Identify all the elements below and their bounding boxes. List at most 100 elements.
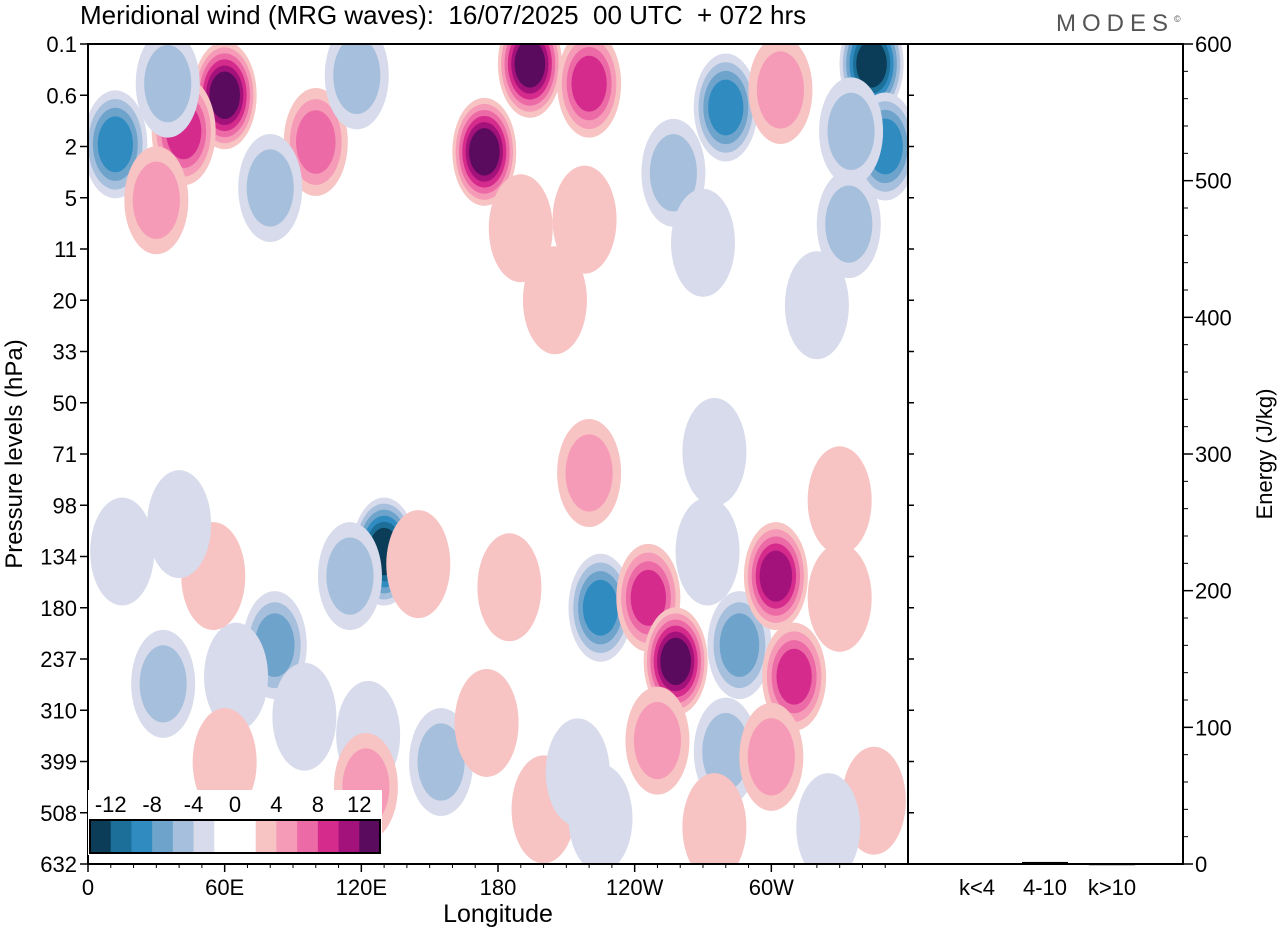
- colorbar-label: -8: [142, 792, 162, 817]
- contour-band: [660, 637, 692, 686]
- y-tick-label: 0.1: [46, 32, 77, 57]
- x-tick-label: 0: [82, 875, 94, 900]
- colorbar-swatch: [131, 820, 153, 853]
- energy-tick-label: 200: [1195, 579, 1232, 604]
- y-tick-label: 2: [65, 135, 77, 160]
- wind-anomaly-cell: [796, 773, 861, 864]
- wind-anomaly-cell: [324, 44, 389, 130]
- colorbar-swatch: [214, 820, 236, 853]
- colorbar-swatch: [276, 820, 298, 853]
- contour-band: [272, 662, 337, 771]
- wind-anomaly-cell: [238, 133, 303, 242]
- contour-band: [333, 44, 381, 115]
- contour-band: [488, 174, 553, 283]
- chart-title: Meridional wind (MRG waves): 16/07/2025 …: [80, 0, 807, 30]
- colorbar-swatch: [172, 820, 195, 853]
- y-tick-label: 0.6: [46, 83, 77, 108]
- x-tick-label: 120W: [606, 875, 664, 900]
- contour-band: [326, 537, 374, 615]
- energy-bar: [1089, 863, 1135, 866]
- wind-anomaly-cell: [557, 44, 622, 138]
- energy-axis-label: Energy (J/kg): [1252, 389, 1277, 520]
- wind-anomaly-cell: [784, 251, 849, 360]
- wind-anomaly-cell: [90, 497, 155, 606]
- colorbar: -12 -8 -4 0 4 8 12: [88, 790, 382, 855]
- logo-registered-mark: ©: [1174, 14, 1181, 24]
- y-tick-label: 310: [40, 698, 77, 723]
- x-tick-label: 180: [480, 875, 517, 900]
- contour-band: [565, 434, 613, 512]
- colorbar-swatch: [110, 820, 132, 853]
- contour-band: [568, 764, 633, 864]
- wind-anomaly-cell: [522, 246, 587, 355]
- y-tick-label: 399: [40, 750, 77, 775]
- contour-band: [97, 116, 133, 173]
- wind-anomaly-cell: [477, 533, 542, 642]
- wind-anomaly-cell: [807, 446, 872, 555]
- contour-band: [147, 470, 212, 579]
- contour-band: [386, 510, 451, 619]
- colorbar-swatch: [235, 820, 257, 853]
- contour-band: [756, 51, 804, 129]
- energy-category-label: 4-10: [1023, 875, 1067, 900]
- energy-tick-label: 400: [1195, 305, 1232, 330]
- contour-band: [633, 701, 681, 780]
- y-tick-label: 508: [40, 801, 77, 826]
- colorbar-label: 12: [347, 792, 371, 817]
- y-tick-label: 237: [40, 647, 77, 672]
- wind-anomaly-cell: [682, 397, 747, 506]
- contour-band: [209, 71, 241, 119]
- contour-band: [454, 668, 519, 777]
- contour-band: [719, 613, 760, 677]
- y-axis-label: Pressure levels (hPa): [1, 339, 28, 568]
- contour-band: [759, 550, 793, 602]
- colorbar-swatch: [90, 820, 112, 853]
- contour-band: [827, 92, 875, 170]
- contour-band: [296, 110, 336, 174]
- wind-anomaly-cell: [204, 622, 269, 731]
- wind-anomaly-cell: [452, 97, 517, 206]
- contour-band: [807, 446, 872, 555]
- wind-anomaly-cell: [682, 773, 747, 864]
- contour-band: [784, 251, 849, 360]
- wind-anomaly-cell: [625, 686, 690, 795]
- contour-band: [747, 718, 795, 796]
- energy-category-label: k>10: [1088, 875, 1136, 900]
- logo-text: MODES: [1056, 10, 1175, 37]
- colorbar-swatch: [317, 820, 340, 853]
- contour-band: [514, 44, 546, 88]
- colorbar-swatch: [297, 820, 319, 853]
- wind-anomaly-cell: [748, 44, 813, 145]
- energy-bar-panel: 0 100 200 300 400 500 600 k<4 4-10 k>10: [907, 32, 1232, 900]
- wind-anomaly-cell: [819, 77, 884, 186]
- wind-anomaly-cell: [272, 662, 337, 771]
- colorbar-swatch: [338, 820, 360, 853]
- y-tick-label: 5: [65, 186, 77, 211]
- wind-anomaly-cell: [816, 170, 881, 279]
- contour-band: [702, 712, 750, 791]
- contour-band: [671, 188, 735, 297]
- contour-band: [856, 44, 887, 88]
- contour-band: [246, 149, 294, 227]
- x-tick-label: 60W: [749, 875, 794, 900]
- colorbar-swatch: [255, 820, 277, 853]
- contour-band: [682, 773, 747, 864]
- heatmap-axes: 0.1 0.6 2 5 11 20 33 50 71 98 134 180 237 310 399 508 63…: [40, 32, 914, 900]
- wind-anomaly-cell: [386, 510, 451, 619]
- wind-anomaly-cell: [88, 90, 148, 199]
- wind-anomaly-cell: [497, 44, 562, 118]
- wind-anomaly-cell: [147, 470, 212, 579]
- wind-anomaly-cell: [807, 543, 872, 652]
- contour-band: [469, 128, 500, 176]
- y-tick-label: 71: [53, 442, 77, 467]
- wind-anomaly-cell: [557, 418, 622, 527]
- y-tick-label: 11: [54, 237, 77, 262]
- energy-tick-label: 600: [1195, 32, 1232, 57]
- y-tick-label: 134: [40, 545, 77, 570]
- wind-anomaly-cell: [135, 44, 200, 138]
- wind-anomaly-cell: [675, 497, 740, 606]
- contour-band: [552, 165, 617, 274]
- contour-band: [776, 648, 812, 705]
- y-tick-label: 180: [40, 596, 77, 621]
